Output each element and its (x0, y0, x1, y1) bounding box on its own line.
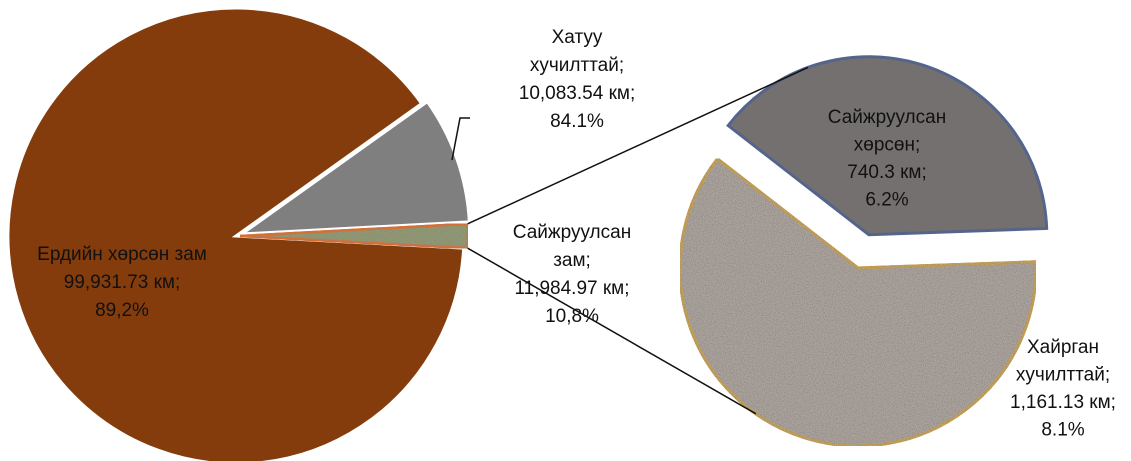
data-label: Хатуу (552, 27, 603, 48)
data-label: хөрсөн; (854, 135, 920, 156)
secondary-slice (726, 55, 1049, 237)
data-label: хучилттай; (530, 55, 624, 76)
data-label: 84.1% (550, 111, 604, 132)
connector-line (467, 247, 757, 415)
data-label: хучилттай; (1016, 365, 1110, 386)
data-label: 89,2% (95, 300, 149, 321)
labels: Ердийн хөрсөн зам 99,931.73 км; 89,2% Хатуу… (37, 27, 1116, 441)
data-label: 6.2% (865, 190, 908, 211)
data-label: Хайрган (1027, 337, 1099, 358)
data-label: 10,8% (545, 306, 599, 327)
other-slice (239, 222, 470, 250)
connector-line (467, 66, 809, 225)
leader-line (451, 117, 470, 161)
data-label: 11,984.97 км; (514, 278, 629, 299)
data-label: 740.3 км; (847, 162, 926, 183)
data-label: Ердийн хөрсөн зам (37, 244, 207, 265)
data-label: 99,931.73 км; (64, 272, 180, 293)
data-label: зам; (553, 250, 591, 271)
secondary-slice (678, 156, 1038, 448)
marks (6, 6, 1049, 461)
pie-slice (6, 6, 466, 461)
pie-slice (236, 99, 471, 236)
data-label: Сайжруулсан (513, 222, 631, 243)
data-label: 1,161.13 км; (1010, 392, 1116, 413)
data-label: 10,083.54 км; (519, 83, 635, 104)
data-label: 8.1% (1041, 420, 1084, 441)
data-label: Сайжруулсан (828, 107, 946, 128)
